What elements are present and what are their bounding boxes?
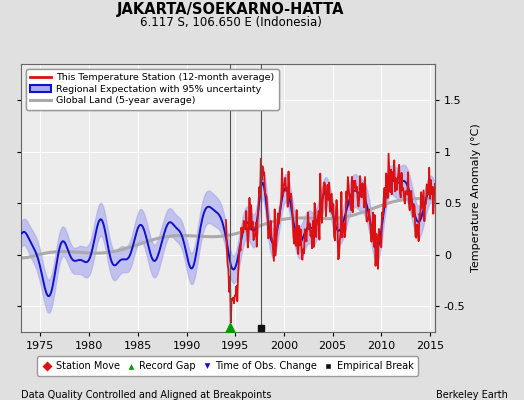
Text: Berkeley Earth: Berkeley Earth: [436, 390, 508, 400]
Legend: This Temperature Station (12-month average), Regional Expectation with 95% uncer: This Temperature Station (12-month avera…: [26, 69, 279, 110]
Text: JAKARTA/SOEKARNO-HATTA: JAKARTA/SOEKARNO-HATTA: [117, 2, 344, 17]
Y-axis label: Temperature Anomaly (°C): Temperature Anomaly (°C): [471, 124, 481, 272]
Text: Data Quality Controlled and Aligned at Breakpoints: Data Quality Controlled and Aligned at B…: [21, 390, 271, 400]
Legend: Station Move, Record Gap, Time of Obs. Change, Empirical Break: Station Move, Record Gap, Time of Obs. C…: [38, 356, 418, 376]
Text: 6.117 S, 106.650 E (Indonesia): 6.117 S, 106.650 E (Indonesia): [139, 16, 322, 29]
